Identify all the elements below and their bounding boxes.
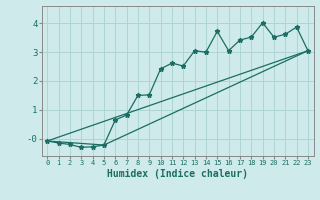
X-axis label: Humidex (Indice chaleur): Humidex (Indice chaleur) <box>107 169 248 179</box>
